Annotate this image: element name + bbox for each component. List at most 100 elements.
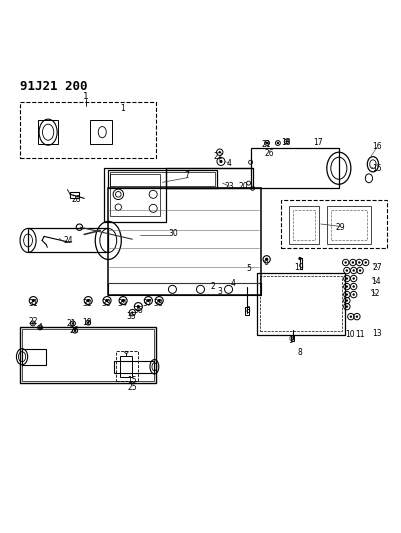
Bar — [120, 356, 132, 377]
Bar — [108, 188, 261, 295]
Text: 91J21 200: 91J21 200 — [20, 80, 87, 93]
Circle shape — [298, 257, 302, 260]
Text: 17: 17 — [313, 139, 323, 148]
Text: 24: 24 — [63, 236, 73, 245]
Text: 26: 26 — [265, 149, 274, 158]
Circle shape — [265, 257, 268, 261]
Bar — [110, 172, 215, 187]
Text: 21: 21 — [262, 141, 271, 149]
Bar — [116, 351, 138, 381]
Bar — [104, 168, 166, 222]
Text: 36: 36 — [133, 306, 143, 315]
Text: 15: 15 — [128, 376, 137, 385]
Circle shape — [346, 269, 348, 272]
Text: 34: 34 — [117, 299, 127, 308]
Circle shape — [359, 269, 361, 272]
Bar — [293, 211, 315, 240]
Circle shape — [352, 285, 355, 288]
Text: 23: 23 — [225, 182, 234, 191]
Text: 18: 18 — [83, 318, 92, 327]
Text: 1: 1 — [120, 103, 125, 112]
Circle shape — [87, 299, 90, 302]
Text: 16: 16 — [372, 142, 382, 151]
Bar — [108, 282, 261, 295]
Bar — [20, 102, 156, 158]
Circle shape — [352, 261, 354, 264]
Circle shape — [277, 142, 279, 144]
Bar — [331, 211, 367, 240]
Circle shape — [358, 261, 360, 264]
Circle shape — [346, 305, 348, 308]
Circle shape — [32, 299, 35, 302]
Text: 2: 2 — [210, 282, 215, 291]
Bar — [289, 206, 319, 245]
Circle shape — [137, 305, 140, 308]
Circle shape — [219, 151, 221, 154]
Text: 38: 38 — [154, 299, 163, 308]
Circle shape — [356, 316, 358, 318]
Circle shape — [219, 160, 223, 163]
Circle shape — [122, 299, 125, 302]
Text: 13: 13 — [372, 329, 382, 338]
Text: 22: 22 — [214, 152, 223, 161]
Text: 18: 18 — [281, 139, 290, 148]
Text: 19: 19 — [294, 263, 304, 272]
Bar — [251, 148, 339, 188]
Text: 25: 25 — [128, 383, 137, 392]
Bar — [245, 306, 249, 314]
Text: 33: 33 — [101, 299, 111, 308]
Text: 4: 4 — [38, 323, 43, 332]
Bar — [90, 120, 112, 144]
Text: 11: 11 — [355, 330, 365, 339]
Text: 5: 5 — [247, 264, 251, 273]
Text: 15: 15 — [372, 164, 382, 173]
Bar — [108, 170, 217, 188]
Bar — [110, 174, 160, 216]
Text: 8: 8 — [298, 348, 302, 357]
Text: 27: 27 — [373, 263, 383, 272]
Text: 10: 10 — [345, 330, 355, 339]
Circle shape — [32, 322, 34, 325]
Bar — [300, 259, 302, 269]
Bar — [28, 229, 108, 253]
Text: 35: 35 — [127, 312, 136, 321]
Circle shape — [352, 269, 355, 272]
Bar — [260, 276, 342, 332]
Bar — [22, 329, 154, 381]
Bar — [291, 335, 294, 341]
Text: 4: 4 — [231, 279, 236, 288]
Circle shape — [365, 261, 367, 264]
Circle shape — [158, 299, 161, 302]
Text: 37: 37 — [142, 299, 152, 308]
Text: 1: 1 — [83, 92, 89, 101]
Circle shape — [87, 321, 89, 324]
Circle shape — [39, 326, 41, 329]
Circle shape — [352, 293, 355, 296]
Text: 8: 8 — [245, 306, 250, 315]
Text: 30: 30 — [168, 229, 178, 238]
Text: 20: 20 — [239, 182, 248, 191]
Text: 28: 28 — [71, 195, 81, 204]
Bar — [38, 120, 58, 144]
Text: 32: 32 — [83, 299, 92, 308]
Text: 21: 21 — [67, 319, 76, 328]
Circle shape — [346, 285, 348, 288]
Circle shape — [131, 311, 134, 314]
Text: 29: 29 — [335, 223, 345, 232]
Text: 12: 12 — [371, 289, 380, 298]
Circle shape — [74, 329, 76, 332]
Circle shape — [72, 322, 74, 325]
Bar — [70, 191, 79, 198]
Circle shape — [346, 277, 348, 280]
Bar — [22, 349, 46, 365]
Text: 3: 3 — [217, 287, 222, 296]
Circle shape — [344, 261, 347, 264]
Circle shape — [346, 293, 348, 296]
Text: 14: 14 — [371, 277, 381, 286]
Circle shape — [147, 299, 150, 302]
Circle shape — [350, 316, 352, 318]
Text: 9: 9 — [289, 336, 294, 345]
Text: 31: 31 — [28, 299, 38, 308]
Bar — [281, 200, 387, 248]
Circle shape — [266, 142, 268, 144]
